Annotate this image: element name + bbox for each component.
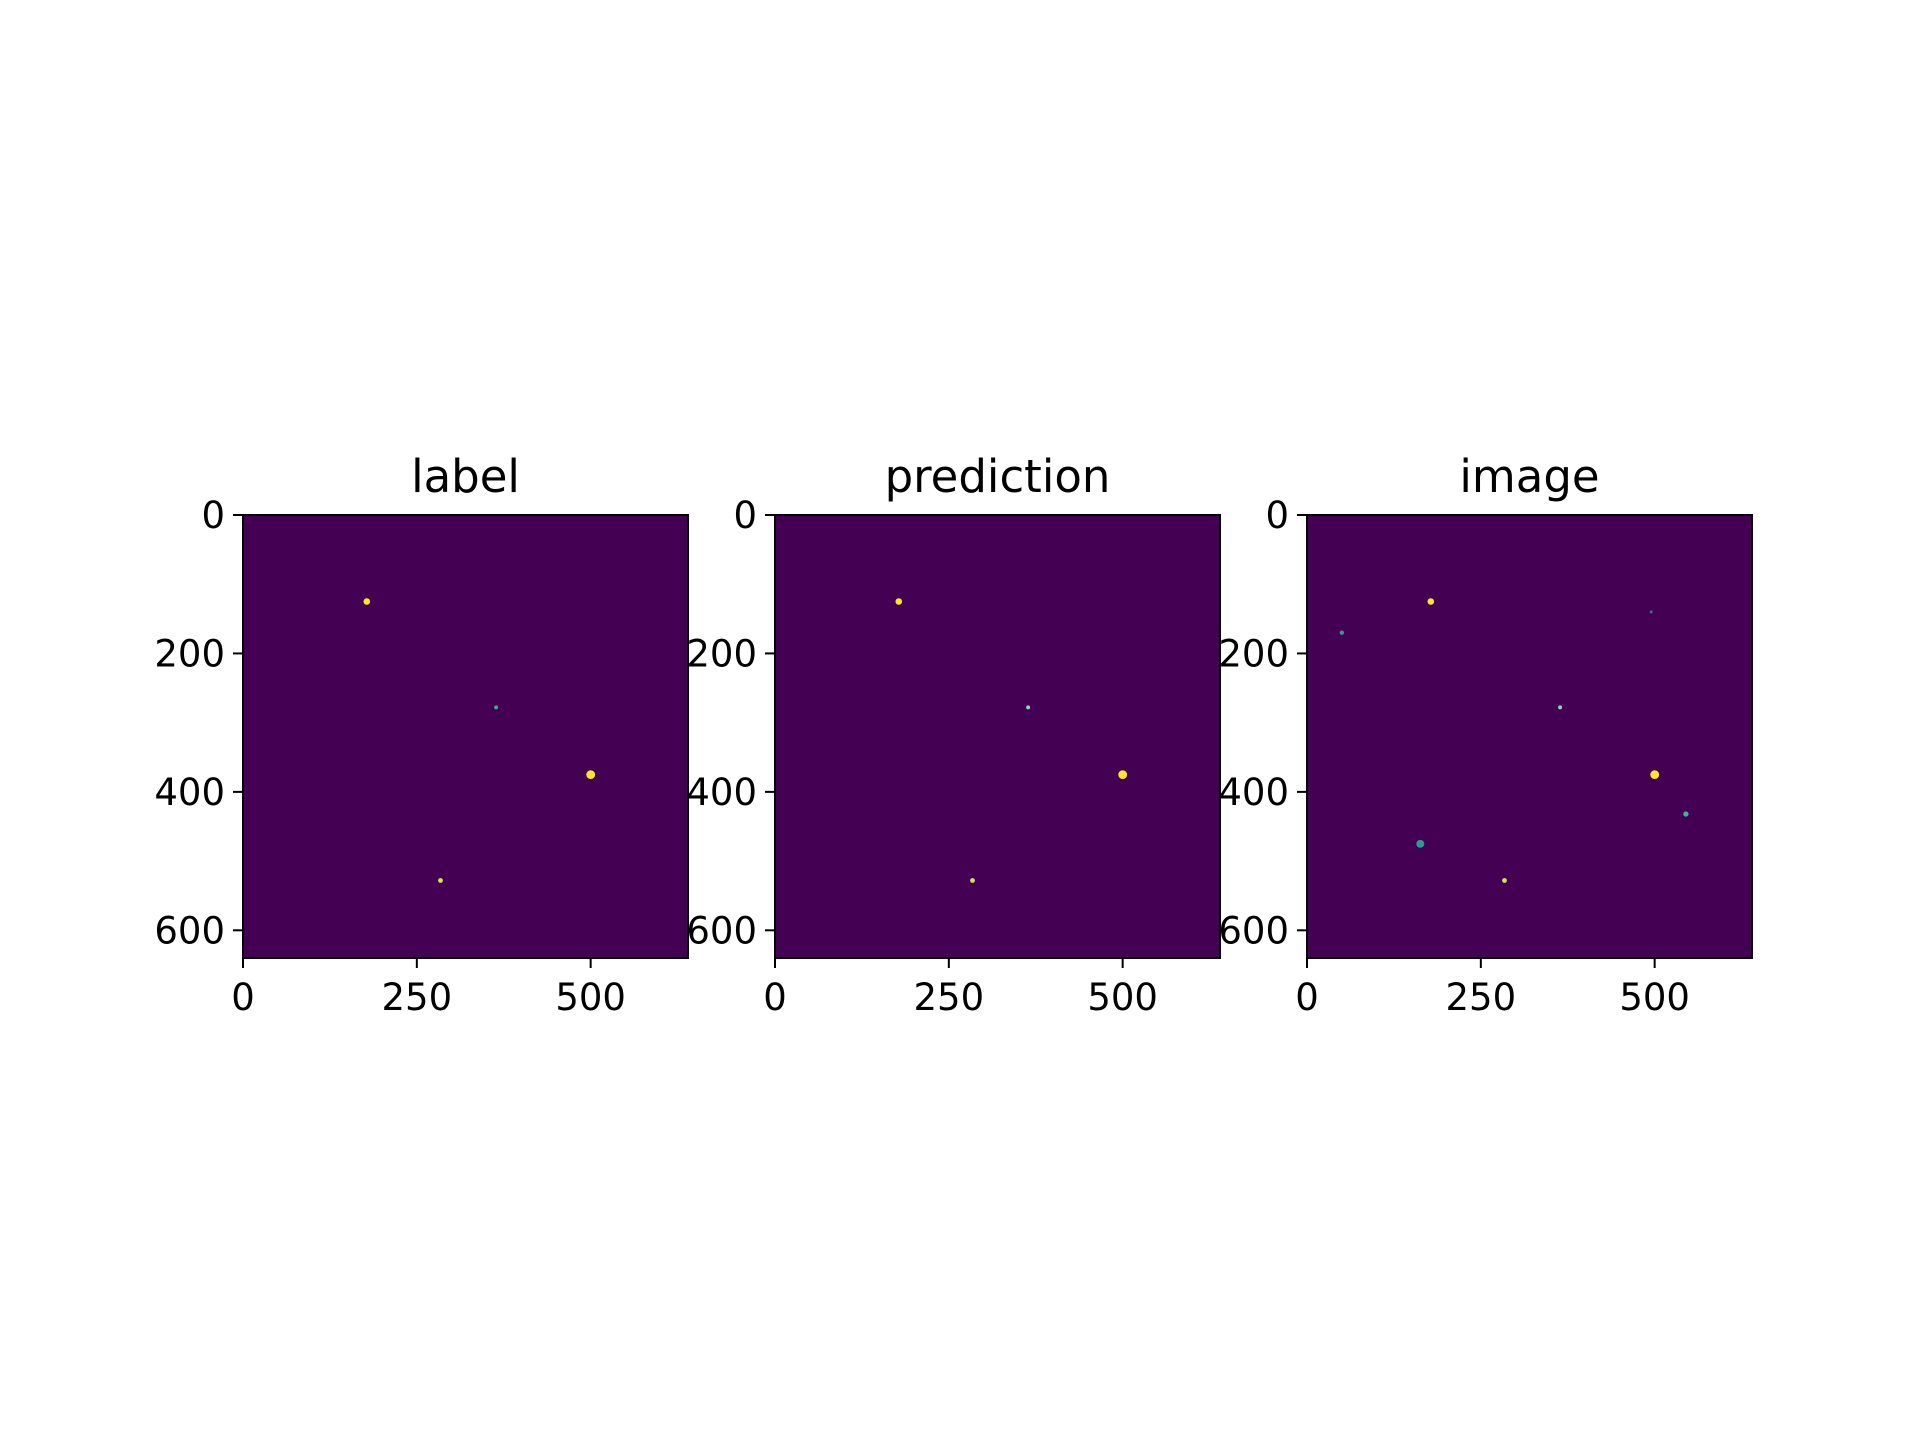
x-tick-label: 0 [1295,976,1319,1019]
x-tick-label: 0 [763,976,787,1019]
image-area [775,515,1220,958]
data-point [1339,630,1345,635]
data-point [494,705,499,710]
panel-title: image [1459,450,1599,503]
data-point [438,878,443,883]
x-tick-label: 500 [555,976,626,1019]
image-area [243,515,688,958]
y-tick-label: 400 [154,771,225,814]
data-point [1558,705,1563,710]
data-point [1118,770,1128,779]
data-point [970,878,975,883]
y-tick-label: 0 [1265,494,1289,537]
x-tick-label: 500 [1087,976,1158,1019]
data-point [586,770,596,779]
data-point [1502,878,1507,883]
image-area [1307,515,1752,958]
y-tick-label: 0 [201,494,225,537]
data-point [895,598,903,605]
panel-title: prediction [885,450,1111,503]
data-point [1683,811,1689,817]
panel-prediction: prediction 0 250 500 0 200 400 600 [686,450,1221,1019]
data-point [1416,839,1425,848]
x-tick-label: 250 [914,976,985,1019]
y-tick-label: 600 [154,909,225,952]
axes-frame [242,514,689,959]
axes-frame [774,514,1221,959]
data-point [1649,610,1653,614]
y-tick-label: 200 [686,632,757,675]
panel-title: label [411,450,520,503]
x-tick-label: 250 [382,976,453,1019]
axes-frame [1306,514,1753,959]
y-tick-label: 200 [154,632,225,675]
y-tick-label: 0 [733,494,757,537]
y-tick-label: 400 [686,771,757,814]
data-point [1650,770,1660,779]
y-tick-label: 600 [686,909,757,952]
y-tick-label: 200 [1218,632,1289,675]
x-tick-label: 0 [231,976,255,1019]
x-tick-label: 250 [1446,976,1517,1019]
data-point [1026,705,1031,710]
x-tick-label: 500 [1619,976,1690,1019]
y-tick-label: 400 [1218,771,1289,814]
panel-image: image 0 250 500 0 200 400 600 [1218,450,1753,1019]
panel-label: label 0 250 500 0 200 400 600 [154,450,689,1019]
data-point [1427,598,1435,605]
data-point [363,598,371,605]
y-tick-label: 600 [1218,909,1289,952]
